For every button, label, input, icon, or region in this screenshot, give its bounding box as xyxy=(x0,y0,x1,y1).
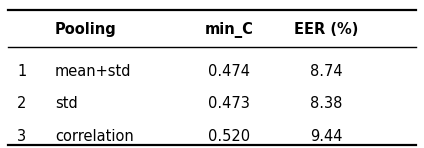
Text: 8.38: 8.38 xyxy=(310,96,343,111)
Text: 8.74: 8.74 xyxy=(310,63,343,79)
Text: 0.474: 0.474 xyxy=(208,63,250,79)
Text: 3: 3 xyxy=(17,129,26,144)
Text: 0.520: 0.520 xyxy=(208,129,250,144)
Text: EER (%): EER (%) xyxy=(294,22,359,37)
Text: 0.473: 0.473 xyxy=(208,96,250,111)
Text: correlation: correlation xyxy=(55,129,134,144)
Text: mean+std: mean+std xyxy=(55,63,131,79)
Text: 9.44: 9.44 xyxy=(310,129,343,144)
Text: Pooling: Pooling xyxy=(55,22,117,37)
Text: 1: 1 xyxy=(17,63,26,79)
Text: std: std xyxy=(55,96,78,111)
Text: 2: 2 xyxy=(17,96,26,111)
Text: min_C: min_C xyxy=(204,22,254,38)
